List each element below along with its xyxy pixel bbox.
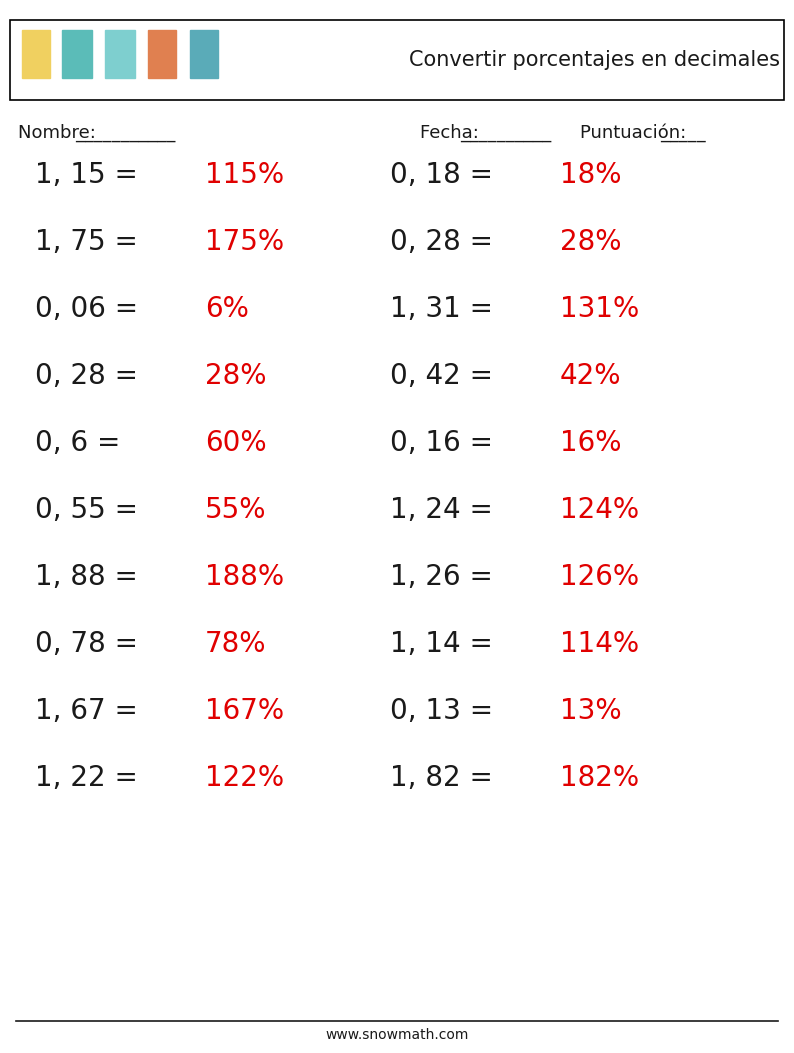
- Text: 1, 14 =: 1, 14 =: [390, 630, 493, 658]
- Text: 167%: 167%: [205, 697, 284, 726]
- Text: 114%: 114%: [560, 630, 639, 658]
- Text: 1, 67 =: 1, 67 =: [35, 697, 138, 726]
- Text: 0, 13 =: 0, 13 =: [390, 697, 493, 726]
- Text: 115%: 115%: [205, 161, 284, 188]
- FancyBboxPatch shape: [10, 20, 784, 100]
- Bar: [22, 29, 50, 78]
- Text: ___________: ___________: [75, 124, 175, 142]
- Text: 0, 55 =: 0, 55 =: [35, 496, 138, 524]
- Text: 1, 82 =: 1, 82 =: [390, 764, 493, 792]
- Text: 0, 18 =: 0, 18 =: [390, 161, 493, 188]
- Text: 0, 78 =: 0, 78 =: [35, 630, 138, 658]
- Text: 13%: 13%: [560, 697, 622, 726]
- Text: 188%: 188%: [205, 563, 284, 591]
- Text: Puntuación:: Puntuación:: [580, 124, 692, 142]
- Text: 55%: 55%: [205, 496, 267, 524]
- Text: 1, 26 =: 1, 26 =: [390, 563, 493, 591]
- Text: 124%: 124%: [560, 496, 639, 524]
- Text: 175%: 175%: [205, 229, 284, 256]
- Text: 42%: 42%: [560, 362, 622, 390]
- Text: 131%: 131%: [560, 295, 639, 323]
- Text: 1, 15 =: 1, 15 =: [35, 161, 138, 188]
- Text: 28%: 28%: [205, 362, 267, 390]
- Text: 16%: 16%: [560, 429, 622, 457]
- Text: 122%: 122%: [205, 764, 284, 792]
- Text: 1, 75 =: 1, 75 =: [35, 229, 138, 256]
- Text: 28%: 28%: [560, 229, 622, 256]
- Text: www.snowmath.com: www.snowmath.com: [326, 1028, 468, 1042]
- Text: 1, 22 =: 1, 22 =: [35, 764, 138, 792]
- Text: Nombre:: Nombre:: [18, 124, 102, 142]
- Text: 182%: 182%: [560, 764, 639, 792]
- Text: 0, 06 =: 0, 06 =: [35, 295, 138, 323]
- Text: 1, 24 =: 1, 24 =: [390, 496, 493, 524]
- Text: Fecha:: Fecha:: [420, 124, 484, 142]
- Bar: [62, 29, 92, 78]
- Text: 18%: 18%: [560, 161, 622, 188]
- Text: 126%: 126%: [560, 563, 639, 591]
- Text: 0, 6 =: 0, 6 =: [35, 429, 121, 457]
- Text: 60%: 60%: [205, 429, 267, 457]
- Bar: [148, 29, 176, 78]
- Text: 0, 28 =: 0, 28 =: [390, 229, 493, 256]
- Text: _____: _____: [660, 124, 706, 142]
- Text: 0, 16 =: 0, 16 =: [390, 429, 493, 457]
- Text: 1, 88 =: 1, 88 =: [35, 563, 138, 591]
- Bar: [190, 29, 218, 78]
- Text: Convertir porcentajes en decimales: Convertir porcentajes en decimales: [409, 49, 780, 69]
- Text: 6%: 6%: [205, 295, 249, 323]
- Text: __________: __________: [460, 124, 551, 142]
- Text: 0, 28 =: 0, 28 =: [35, 362, 138, 390]
- Text: 0, 42 =: 0, 42 =: [390, 362, 493, 390]
- Text: 78%: 78%: [205, 630, 267, 658]
- Bar: [105, 29, 135, 78]
- Text: 1, 31 =: 1, 31 =: [390, 295, 493, 323]
